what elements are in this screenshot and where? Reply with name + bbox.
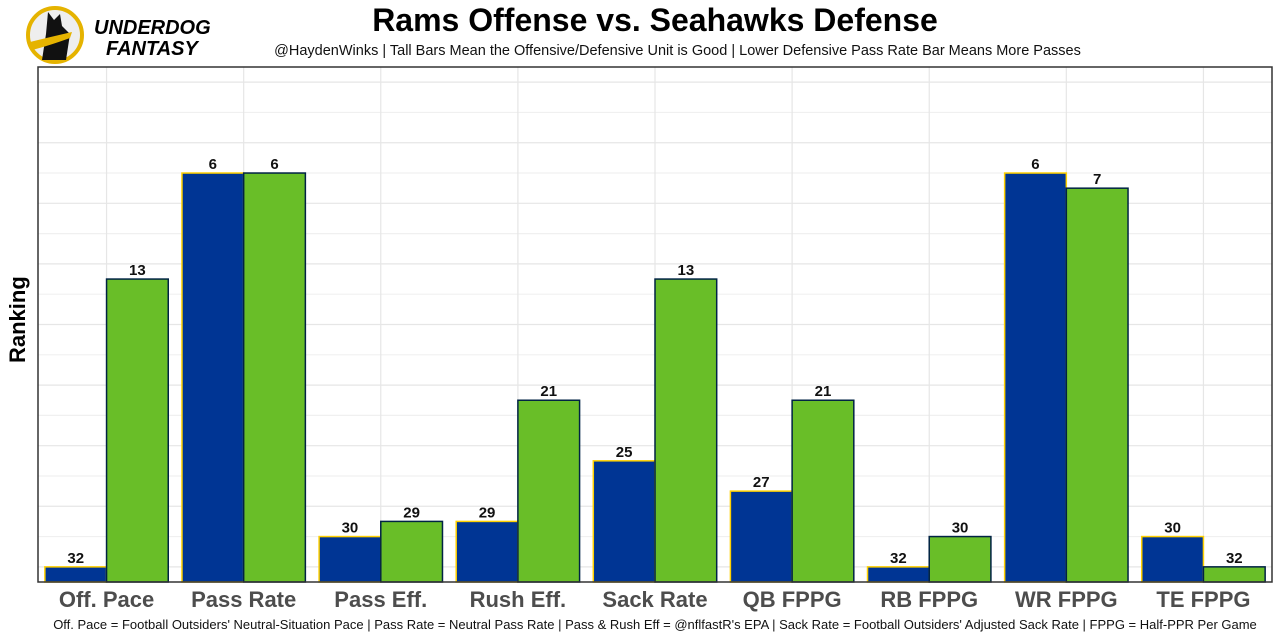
bar: [1065, 187, 1129, 583]
data-label: 32: [67, 550, 84, 567]
x-tick-label: RB FPPG: [880, 587, 978, 612]
data-label: 32: [1226, 550, 1243, 567]
data-label: 13: [129, 262, 146, 279]
data-label: 21: [815, 383, 832, 400]
svg-text:FANTASY: FANTASY: [106, 38, 200, 60]
bar: [1140, 535, 1205, 583]
data-label: 6: [270, 156, 278, 173]
x-tick-label: Off. Pace: [59, 587, 154, 612]
data-label: 25: [616, 444, 633, 461]
data-label: 30: [1164, 520, 1181, 537]
bar: [928, 535, 992, 583]
data-label: 7: [1093, 171, 1101, 188]
bar: [181, 172, 245, 583]
x-tick-label: Pass Eff.: [334, 587, 427, 612]
bar: [380, 520, 444, 583]
data-label: 29: [479, 504, 496, 521]
x-tick-label: Rush Eff.: [470, 587, 567, 612]
bar: [729, 490, 793, 583]
x-tick-label: QB FPPG: [743, 587, 842, 612]
data-label: 13: [678, 262, 695, 279]
bar: [654, 278, 718, 583]
bar: [791, 399, 855, 583]
bar: [44, 566, 108, 583]
x-tick-label: WR FPPG: [1015, 587, 1118, 612]
x-tick-label: Pass Rate: [191, 587, 296, 612]
bar: [592, 460, 656, 583]
bar: [517, 399, 581, 583]
data-label: 30: [342, 520, 359, 537]
bar: [105, 278, 170, 583]
svg-text:UNDERDOG: UNDERDOG: [94, 17, 211, 39]
bar: [455, 520, 519, 583]
data-label: 32: [890, 550, 907, 567]
bar: [866, 566, 930, 583]
chart-footnote: Off. Pace = Football Outsiders' Neutral-…: [53, 617, 1257, 632]
bar: [318, 535, 382, 583]
data-label: 27: [753, 474, 770, 491]
data-label: 6: [209, 156, 217, 173]
bar: [1003, 172, 1068, 583]
data-label: 30: [952, 520, 969, 537]
x-tick-label: Sack Rate: [602, 587, 707, 612]
data-label: 6: [1031, 156, 1039, 173]
plot-border: [37, 66, 1273, 583]
bar: [1202, 566, 1266, 583]
x-tick-label: TE FPPG: [1156, 587, 1250, 612]
bar: [242, 172, 307, 583]
data-label: 21: [540, 383, 557, 400]
data-label: 29: [403, 504, 420, 521]
chart-subtitle: @HaydenWinks | Tall Bars Mean the Offens…: [274, 43, 1081, 59]
chart-title: Rams Offense vs. Seahawks Defense: [372, 2, 938, 38]
underdog-fantasy-logo: UNDERDOG FANTASY: [26, 4, 216, 71]
